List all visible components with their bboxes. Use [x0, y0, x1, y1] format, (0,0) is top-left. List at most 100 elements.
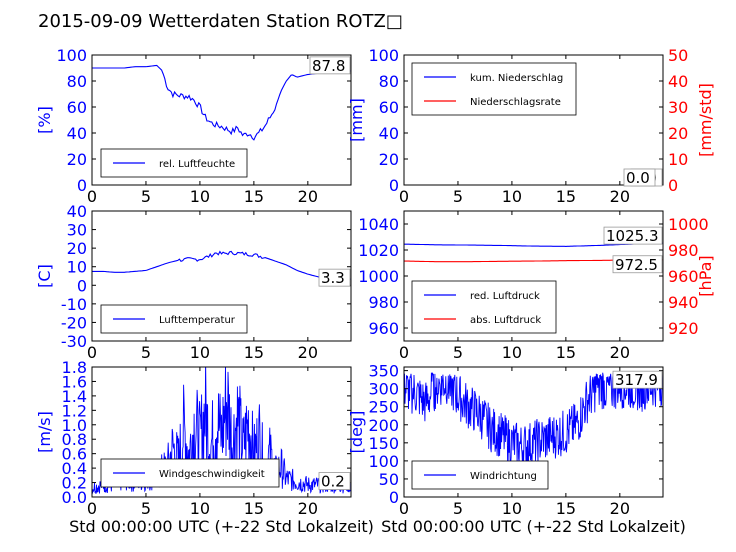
y-tick-label: 1.8	[62, 358, 87, 377]
last-value: 972.5	[615, 256, 658, 274]
axes-frame	[91, 54, 352, 186]
y-tick-label: 0.2	[62, 474, 87, 493]
y-right-axis-label: [hPa]	[696, 255, 715, 296]
y-axis-label: [deg]	[347, 411, 366, 454]
y-tick-label: 1.2	[62, 401, 87, 420]
y-right-axis-label: [mm/std]	[696, 83, 715, 157]
x-tick-label: 5	[453, 187, 463, 206]
legend-label: Lufttemperatur	[159, 315, 236, 326]
y-tick-label: 250	[368, 398, 399, 417]
x-tick-label: 20	[298, 187, 318, 206]
legend: rel. Luftfeuchte	[100, 148, 248, 178]
x-tick-label: 10	[502, 343, 522, 362]
y-tick-label: 40	[67, 202, 87, 221]
x-tick-label: 0	[87, 343, 97, 362]
y-right-tick-label: 10	[668, 150, 688, 169]
x-tick-label: 10	[190, 343, 210, 362]
y-right-tick-label: 940	[668, 293, 699, 312]
y-right-tick-label: 920	[668, 319, 699, 338]
y-right-tick-label: 980	[668, 241, 699, 260]
last-value-box	[623, 168, 656, 187]
y-tick-label: 100	[368, 46, 399, 65]
x-tick-label: 15	[556, 499, 576, 518]
y-tick-label: 0.6	[62, 445, 87, 464]
legend-box	[411, 280, 557, 334]
y-tick-label: 100	[368, 452, 399, 471]
x-tick-label: 10	[190, 499, 210, 518]
x-tick-label: 20	[610, 499, 630, 518]
x-tick-label: 10	[190, 187, 210, 206]
x-tick-label: 10	[502, 187, 522, 206]
y-right-tick-label: 50	[668, 46, 688, 65]
y-right-tick-label: 20	[668, 124, 688, 143]
last-value: 317.9	[615, 371, 658, 389]
x-axis-label: Std 00:00:00 UTC (+-22 Std Lokalzeit)	[69, 517, 374, 536]
legend-label: Windrichtung	[470, 471, 537, 482]
x-tick-label: 15	[556, 343, 576, 362]
y-tick-label: 40	[379, 124, 399, 143]
series-line	[92, 250, 351, 280]
y-tick-label: 100	[56, 46, 87, 65]
y-axis-label: [mm]	[347, 98, 366, 142]
axes-frame	[403, 366, 664, 498]
last-value: 3.3	[321, 269, 345, 287]
y-tick-label: 30	[67, 221, 87, 240]
last-value-box	[603, 226, 663, 245]
x-tick-label: 0	[87, 187, 97, 206]
legend-label: Windgeschwindigkeit	[159, 469, 265, 480]
x-tick-label: 5	[453, 343, 463, 362]
y-tick-label: 300	[368, 380, 399, 399]
last-value-box	[318, 472, 351, 490]
legend-box	[411, 62, 577, 116]
y-tick-label: 1.6	[62, 372, 87, 391]
x-tick-label: 15	[244, 187, 264, 206]
y-right-tick-label: 960	[668, 267, 699, 286]
y-tick-label: 0.0	[62, 488, 87, 507]
y-tick-label: 1.4	[62, 387, 87, 406]
y-tick-label: 0	[389, 488, 399, 507]
last-value: 0.2	[321, 473, 345, 491]
y-tick-label: 10	[67, 258, 87, 277]
y-tick-label: -10	[61, 295, 87, 314]
x-tick-label: 0	[87, 499, 97, 518]
y-tick-label: 960	[368, 319, 399, 338]
y-right-tick-label: 30	[668, 98, 688, 117]
y-tick-label: 350	[368, 362, 399, 381]
x-tick-label: 20	[610, 343, 630, 362]
y-axis-label: [C]	[35, 264, 54, 288]
y-tick-label: 1000	[358, 267, 399, 286]
y-tick-label: 0.4	[62, 459, 87, 478]
y-tick-label: 50	[379, 470, 399, 489]
x-tick-label: 0	[399, 187, 409, 206]
y-tick-label: 60	[67, 98, 87, 117]
chart-panel: 0 5 10 15 20-30-20-10010203040[C]Lufttempera…	[35, 202, 352, 362]
y-tick-label: 20	[379, 150, 399, 169]
last-value-box	[612, 255, 663, 274]
x-axis-label: Std 00:00:00 UTC (+-22 Std Lokalzeit)	[381, 517, 686, 536]
last-value: 1025.3	[606, 227, 659, 245]
x-tick-label: 15	[556, 187, 576, 206]
x-tick-label: 0	[399, 343, 409, 362]
x-tick-label: 20	[610, 187, 630, 206]
last-value: 0.0	[626, 169, 650, 187]
y-right-tick-label: 1000	[668, 215, 709, 234]
y-tick-label: 20	[67, 150, 87, 169]
x-tick-label: 5	[453, 499, 463, 518]
chart-panel: 0 5 10 15 200.00.20.40.60.81.01.21.41.61.8[m…	[35, 358, 374, 536]
y-tick-label: 980	[368, 293, 399, 312]
y-tick-label: 0.8	[62, 430, 87, 449]
y-right-tick-label: 0	[668, 176, 678, 195]
last-value-box	[309, 56, 351, 75]
y-right-tick-label: 40	[668, 72, 688, 91]
x-tick-label: 15	[244, 343, 264, 362]
y-tick-label: 1.0	[62, 416, 87, 435]
legend-label: kum. Niederschlag	[470, 73, 563, 84]
y-axis-label: [m/s]	[35, 411, 54, 453]
axes-frame	[91, 210, 352, 342]
series-line	[404, 242, 663, 247]
x-tick-label: 5	[141, 343, 151, 362]
